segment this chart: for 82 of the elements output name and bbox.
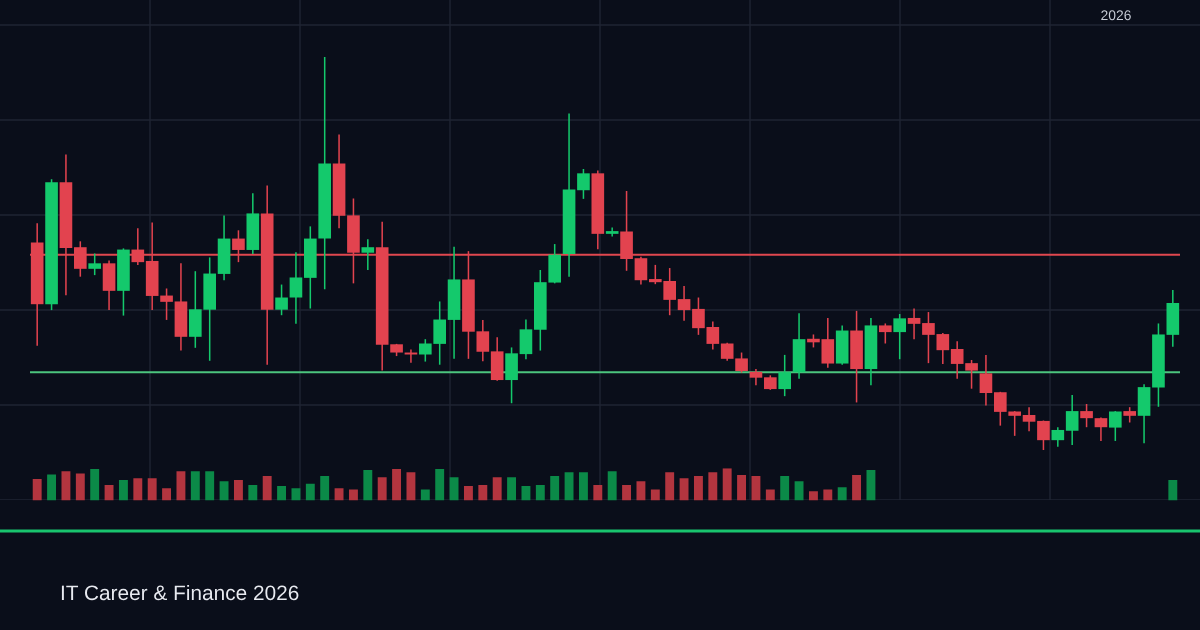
bar [377,477,387,501]
candlestick [1037,419,1050,451]
bar [478,485,488,501]
candlestick [1065,394,1079,446]
bar [765,489,775,501]
bar [47,474,57,501]
candlestick [88,252,102,276]
bar [564,472,574,501]
candlestick [1051,426,1065,448]
bar [823,489,833,501]
bar [61,471,71,501]
bar [492,477,502,501]
candlestick [979,354,993,407]
bar [578,472,588,501]
bar [780,476,790,501]
candlestick [289,251,303,325]
bar [607,471,617,501]
bar [420,489,430,501]
bar [737,475,747,501]
bar [363,469,373,501]
bar [636,481,646,501]
bar [622,485,632,501]
bar [205,471,215,501]
bar [1168,479,1178,501]
bar [593,485,603,501]
bar [32,478,42,501]
bar [118,479,128,501]
bar [708,472,718,501]
bar [392,468,402,501]
bar [866,469,876,501]
bar [650,489,660,501]
text: IT Career & Finance 2026 [61,584,299,601]
candlestick [577,168,590,200]
bar [550,476,560,501]
candlestick [1094,416,1108,442]
bar [837,487,847,501]
bar [852,475,862,501]
bar [75,473,85,501]
bar [693,476,703,501]
candlestick [878,322,892,345]
candlestick [361,238,375,271]
bar [507,477,517,501]
bar [320,476,330,501]
bar [190,471,200,501]
bar [521,486,531,501]
bar [133,478,143,501]
bar [348,489,358,501]
bar [262,476,272,501]
bar [794,481,804,501]
candlestick [1108,410,1122,442]
bar [248,485,258,501]
bar [679,478,689,501]
bar [90,468,100,501]
bar [406,472,416,501]
bar [176,471,186,501]
bar [665,472,675,501]
candlestick [907,307,921,340]
bar [751,476,761,501]
bar [291,488,301,501]
bar [233,479,243,501]
bar [535,485,545,501]
text: 2026 [1101,10,1131,21]
bar [463,486,473,501]
bar [449,477,459,501]
bar [104,485,114,501]
bar [147,478,157,501]
bar [305,483,315,501]
candlestick [677,285,691,322]
candlestick [1022,406,1036,432]
bar [722,468,732,501]
bar [808,491,818,501]
candlestick [275,283,288,316]
candlestick [778,354,792,397]
candlestick [160,287,173,321]
candlestick [893,313,907,360]
candlestick [404,348,418,364]
bar [277,486,287,501]
bar [162,488,172,501]
bar [435,468,445,501]
bar [219,481,229,501]
bar [334,488,344,501]
candlestick [1080,403,1093,428]
